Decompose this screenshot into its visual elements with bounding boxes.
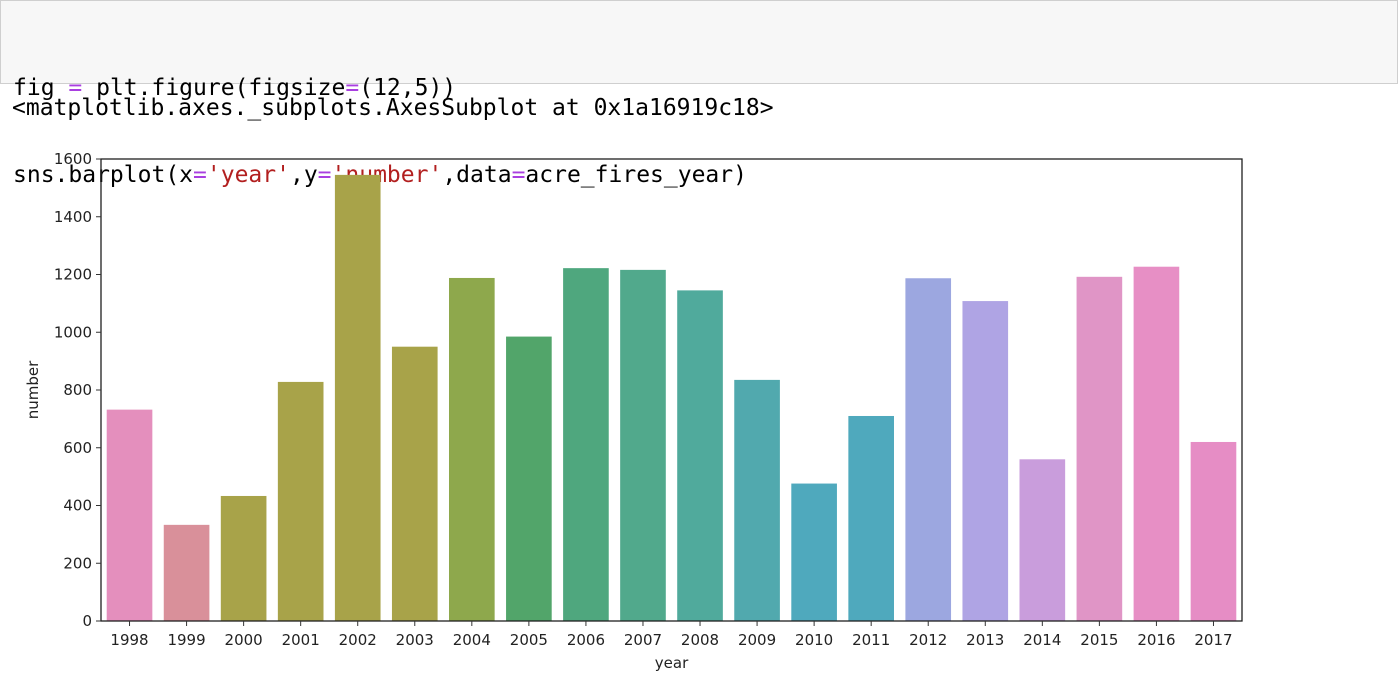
code-token: sns.barplot(x (13, 162, 194, 188)
x-tick-label: 2013 (966, 631, 1004, 649)
bar-2014 (1019, 459, 1066, 621)
bar-2017 (1190, 441, 1237, 621)
x-tick-label: 2002 (339, 631, 377, 649)
bar-2009 (734, 379, 780, 621)
plot-frame (100, 158, 1243, 622)
bar-chart: 0 200 400 600 800 1000 1200 1400 1600 1998 1999 200… (24, 150, 1243, 672)
y-tick-label: 800 (63, 381, 92, 399)
bar-2006 (563, 268, 609, 621)
x-tick-label: 2017 (1194, 631, 1232, 649)
code-token: plt.figure(figsize (82, 75, 346, 101)
bar-2012 (905, 278, 952, 621)
bar-2005 (506, 336, 552, 621)
code-token: ,y (289, 162, 318, 188)
code-token: acre_fires_year) (525, 162, 747, 188)
code-operator: = (68, 75, 83, 101)
x-tick-label: 2009 (738, 631, 776, 649)
y-tick-label: 400 (63, 497, 92, 515)
bar-2001 (277, 381, 324, 621)
bar-2008 (677, 290, 723, 621)
x-tick-label: 2014 (1023, 631, 1061, 649)
y-axis-label: number (24, 360, 42, 419)
x-tick-label: 2015 (1080, 631, 1118, 649)
code-token: ,data (442, 162, 512, 188)
y-tick-label: 1600 (54, 150, 92, 168)
code-operator: = (317, 162, 332, 188)
x-tick-label: 2004 (453, 631, 491, 649)
x-tick-label: 1999 (167, 631, 205, 649)
code-operator: = (345, 75, 360, 101)
x-tick-label: 2005 (510, 631, 548, 649)
y-tick-label: 200 (63, 554, 92, 572)
y-tick-label: 1400 (54, 208, 92, 226)
bar-2015 (1076, 276, 1123, 621)
code-operator: = (193, 162, 207, 188)
y-tick-label: 600 (63, 439, 92, 457)
x-axis-label: year (655, 654, 689, 672)
x-tick-label: 2008 (681, 631, 719, 649)
bar-2003 (391, 346, 438, 621)
code-token: (12,5)) (359, 75, 457, 101)
x-tick-label: 2012 (909, 631, 947, 649)
x-tick-label: 2001 (282, 631, 320, 649)
x-tick-label: 1998 (110, 631, 148, 649)
x-tick-label: 2007 (624, 631, 662, 649)
bar-2004 (449, 277, 495, 621)
x-tick-label: 2011 (852, 631, 890, 649)
bar-2016 (1133, 266, 1180, 621)
bar-2007 (620, 269, 666, 621)
bar-2013 (962, 301, 1009, 621)
x-tick-label: 2006 (567, 631, 605, 649)
code-line-2: sns.barplot(x='year',y='number',data=acr… (13, 161, 1397, 190)
bar-2011 (848, 415, 894, 621)
code-string: 'year' (206, 162, 290, 188)
y-tick-label: 1000 (54, 323, 92, 341)
code-line-1: fig = plt.figure(figsize=(12,5)) (13, 74, 1397, 103)
cell-output-text: <matplotlib.axes._subplots.AxesSubplot a… (12, 95, 774, 121)
code-cell[interactable]: fig = plt.figure(figsize=(12,5)) sns.bar… (0, 0, 1398, 188)
bar-1998 (106, 409, 153, 621)
x-tick-label: 2000 (225, 631, 263, 649)
bar-1999 (163, 524, 210, 621)
y-tick-label: 1200 (54, 266, 92, 284)
code-operator: = (511, 162, 526, 188)
y-tick-label: 0 (82, 612, 92, 630)
x-tick-label: 2003 (396, 631, 434, 649)
x-tick-label: 2016 (1137, 631, 1175, 649)
bar-2002 (334, 174, 381, 621)
bar-2010 (791, 483, 837, 621)
bar-2000 (220, 495, 267, 621)
x-tick-label: 2010 (795, 631, 833, 649)
code-token: fig (13, 75, 69, 101)
